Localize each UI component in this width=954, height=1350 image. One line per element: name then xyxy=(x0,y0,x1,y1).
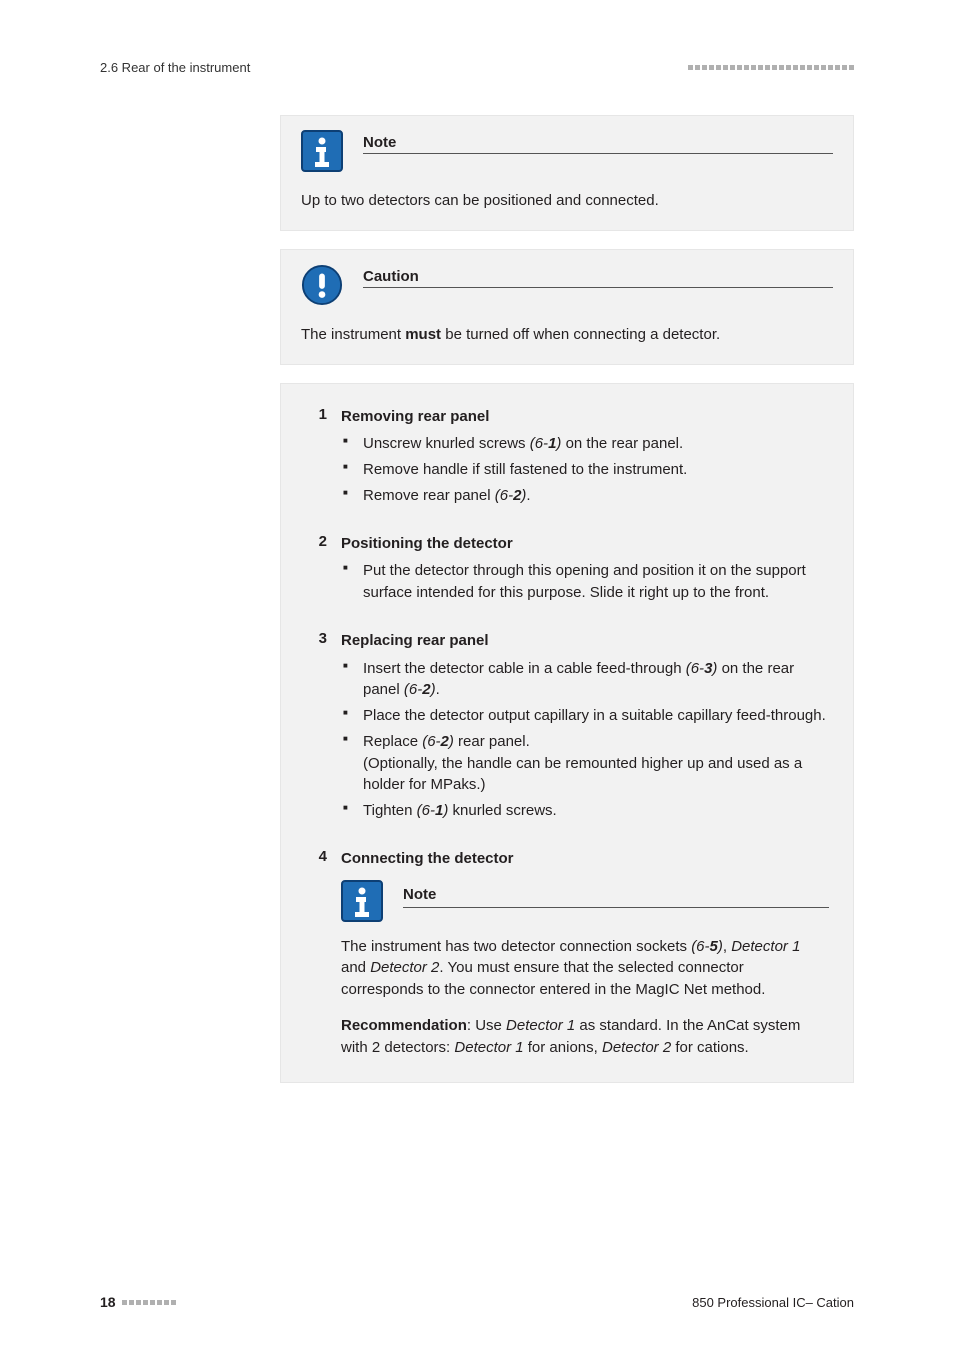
step-1-title: Removing rear panel xyxy=(341,406,829,428)
list-item: Tighten (6-1) knurled screws. xyxy=(341,800,829,822)
note-title-wrap: Note xyxy=(363,134,833,154)
step-3: 3 Replacing rear panel Insert the detect… xyxy=(305,630,829,826)
step-4-note-title-wrap: Note xyxy=(403,884,829,909)
page: 2.6 Rear of the instrument Note xyxy=(0,0,954,1350)
page-number: 18 xyxy=(100,1294,116,1310)
step-2-num: 2 xyxy=(305,533,327,608)
caution-icon xyxy=(301,264,343,306)
list-item: Unscrew knurled screws (6-1) on the rear… xyxy=(341,433,829,455)
step-4-num: 4 xyxy=(305,848,327,1059)
header-dashes xyxy=(688,65,854,70)
step-2: 2 Positioning the detector Put the detec… xyxy=(305,533,829,608)
steps-box: 1 Removing rear panel Unscrew knurled sc… xyxy=(280,383,854,1084)
info-icon xyxy=(301,130,343,172)
caution-body: The instrument must be turned off when c… xyxy=(301,324,833,346)
footer-right: 850 Professional IC– Cation xyxy=(692,1295,854,1310)
note-title: Note xyxy=(363,134,833,154)
page-header: 2.6 Rear of the instrument xyxy=(100,60,854,75)
note-callout: Note Up to two detectors can be position… xyxy=(280,115,854,231)
step-4: 4 Connecting the detector xyxy=(305,848,829,1059)
list-item: Insert the detector cable in a cable fee… xyxy=(341,658,829,702)
footer-left: 18 xyxy=(100,1294,176,1310)
caution-title: Caution xyxy=(363,268,833,288)
step-2-title: Positioning the detector xyxy=(341,533,829,555)
step-4-body: Connecting the detector xyxy=(341,848,829,1059)
list-item: Remove handle if still fastened to the i… xyxy=(341,459,829,481)
info-icon xyxy=(341,880,383,922)
page-footer: 18 850 Professional IC– Cation xyxy=(100,1294,854,1310)
step-4-note-body: The instrument has two detector connecti… xyxy=(341,936,829,1001)
step-4-note-title: Note xyxy=(403,884,829,909)
list-item: Replace (6-2) rear panel. (Optionally, t… xyxy=(341,731,829,796)
step-4-note: Note The instrument has two detector con… xyxy=(341,880,829,1059)
note-callout-head: Note xyxy=(301,130,833,172)
step-1-bullets: Unscrew knurled screws (6-1) on the rear… xyxy=(341,433,829,506)
header-section-label: 2.6 Rear of the instrument xyxy=(100,60,250,75)
list-item: Put the detector through this opening an… xyxy=(341,560,829,604)
caution-callout-head: Caution xyxy=(301,264,833,306)
step-4-title: Connecting the detector xyxy=(341,848,829,870)
note-body: Up to two detectors can be positioned an… xyxy=(301,190,833,212)
step-3-bullets: Insert the detector cable in a cable fee… xyxy=(341,658,829,822)
list-item: Place the detector output capillary in a… xyxy=(341,705,829,727)
step-3-title: Replacing rear panel xyxy=(341,630,829,652)
caution-title-wrap: Caution xyxy=(363,268,833,288)
step-2-body: Positioning the detector Put the detecto… xyxy=(341,533,829,608)
step-1: 1 Removing rear panel Unscrew knurled sc… xyxy=(305,406,829,511)
step-4-note-head: Note xyxy=(341,880,829,922)
caution-callout: Caution The instrument must be turned of… xyxy=(280,249,854,365)
step-3-body: Replacing rear panel Insert the detector… xyxy=(341,630,829,826)
step-1-body: Removing rear panel Unscrew knurled scre… xyxy=(341,406,829,511)
content-column: Note Up to two detectors can be position… xyxy=(280,115,854,1083)
footer-dashes xyxy=(122,1300,176,1305)
step-1-num: 1 xyxy=(305,406,327,511)
step-3-num: 3 xyxy=(305,630,327,826)
step-4-recommendation: Recommendation: Use Detector 1 as standa… xyxy=(341,1015,829,1059)
step-2-bullets: Put the detector through this opening an… xyxy=(341,560,829,604)
list-item: Remove rear panel (6-2). xyxy=(341,485,829,507)
